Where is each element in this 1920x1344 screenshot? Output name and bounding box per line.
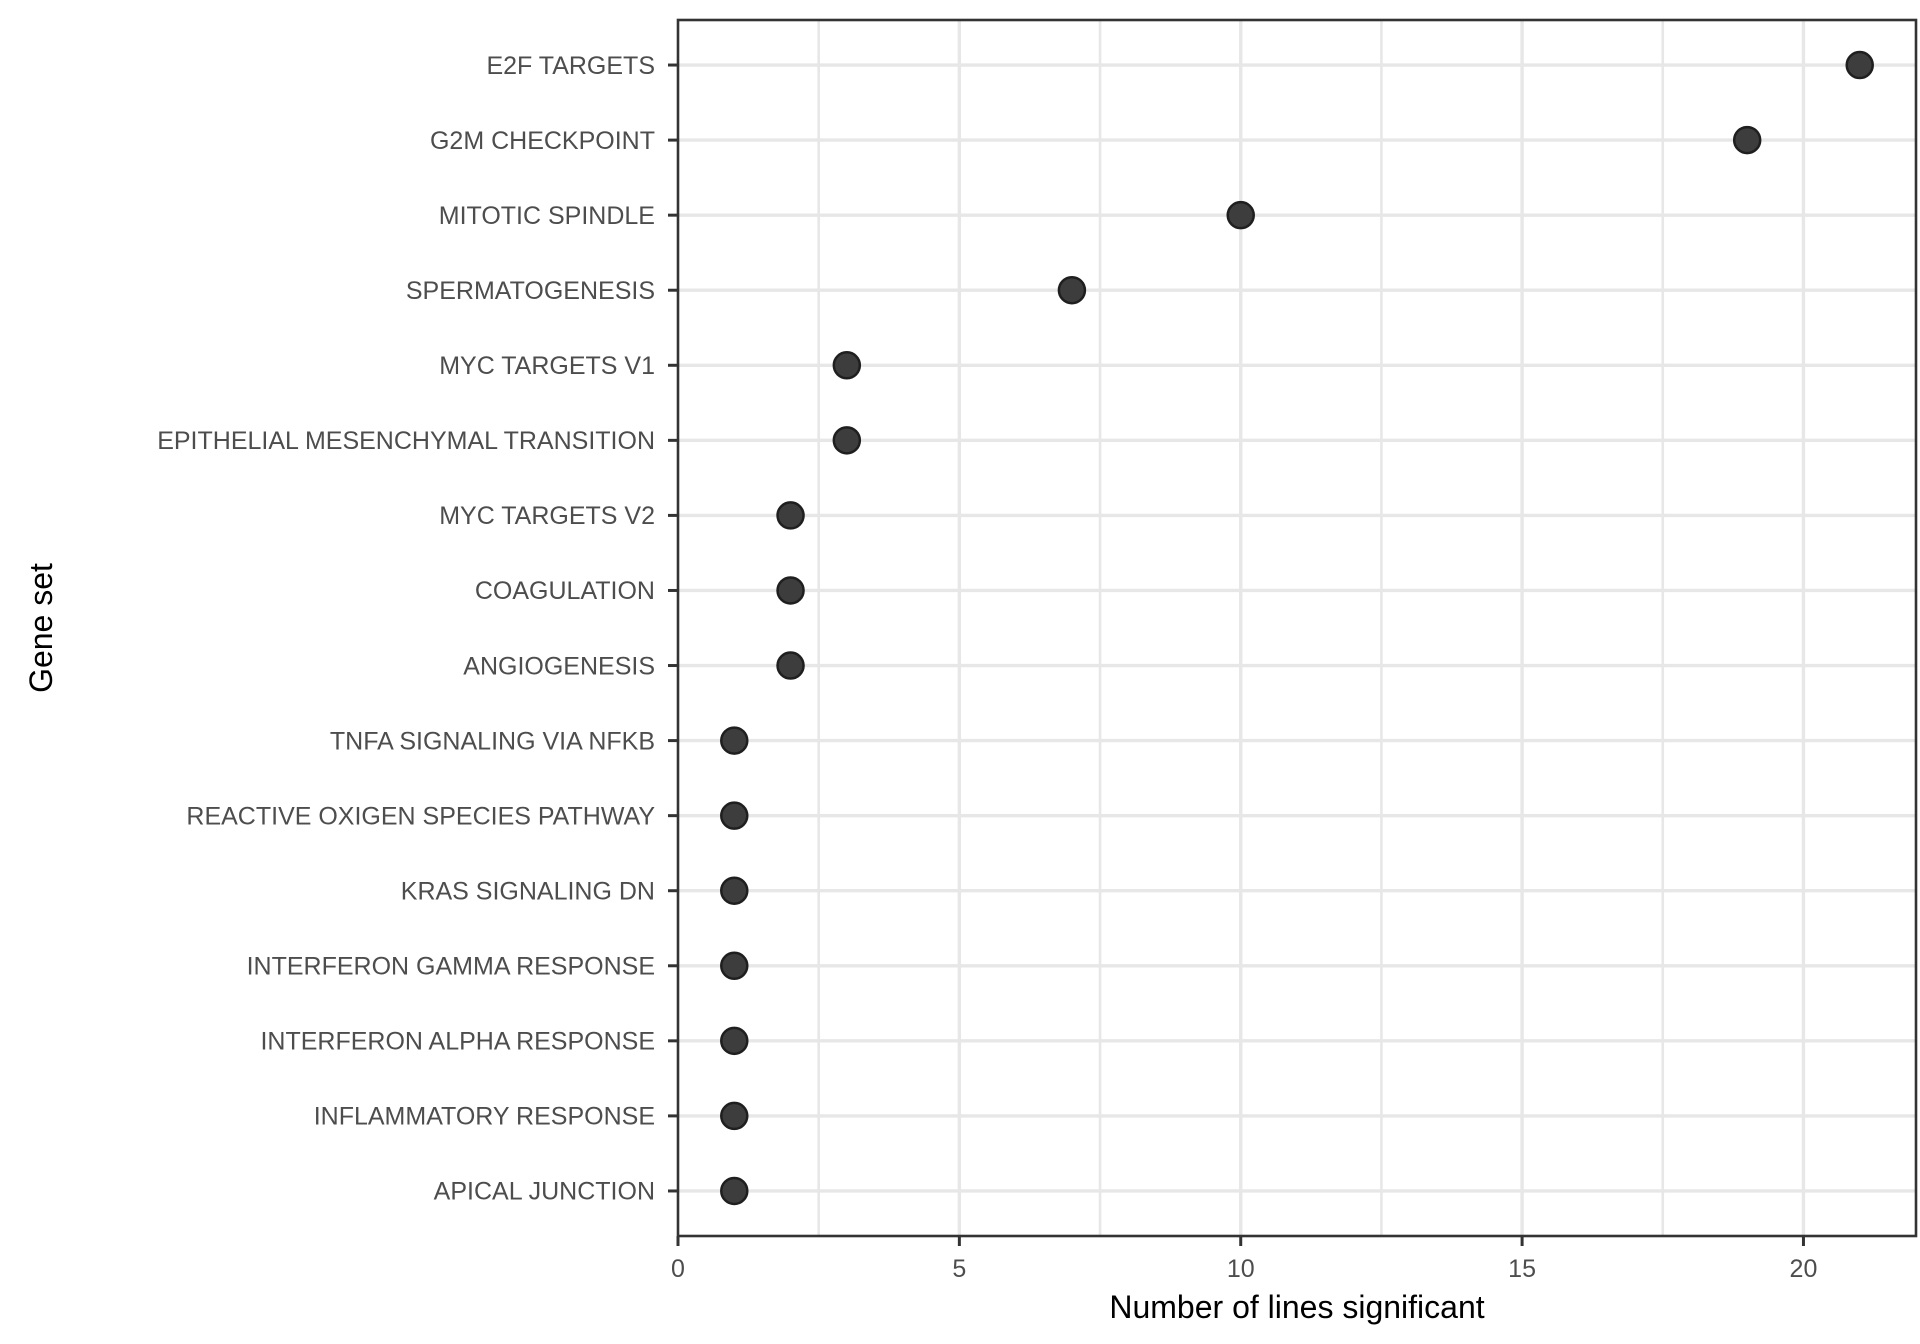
data-point <box>720 801 749 830</box>
gridline-layer <box>678 20 1916 1236</box>
category-label: G2M CHECKPOINT <box>430 127 655 155</box>
data-point <box>720 726 749 755</box>
y-axis-labels: E2F TARGETS G2M CHECKPOINT MITOTIC SPINDLE… <box>157 52 655 1206</box>
category-label: COAGULATION <box>475 577 655 605</box>
category-label: E2F TARGETS <box>486 52 655 80</box>
data-point <box>1845 50 1874 80</box>
x-axis-labels: 0 5 10 15 20 <box>671 1255 1817 1283</box>
category-label: APICAL JUNCTION <box>434 1178 655 1206</box>
data-point <box>720 951 749 981</box>
category-label: INTERFERON GAMMA RESPONSE <box>247 953 655 981</box>
data-point <box>832 426 862 455</box>
data-point <box>1226 200 1255 230</box>
data-point <box>720 876 749 905</box>
data-point <box>776 651 805 680</box>
data-point <box>832 351 862 380</box>
y-axis-title: Gene set <box>23 563 59 693</box>
category-label: ANGIOGENESIS <box>463 652 655 680</box>
data-points-layer <box>720 50 1874 1206</box>
category-label: INTERFERON ALPHA RESPONSE <box>260 1028 655 1056</box>
x-tick-label: 10 <box>1227 1255 1255 1283</box>
category-label: EPITHELIAL MESENCHYMAL TRANSITION <box>157 427 655 455</box>
data-point <box>776 576 805 605</box>
category-label: REACTIVE OXIGEN SPECIES PATHWAY <box>186 802 655 830</box>
axis-tick-layer <box>668 63 1805 1246</box>
data-point <box>720 1101 749 1131</box>
category-label: SPERMATOGENESIS <box>406 277 655 305</box>
x-tick-label: 20 <box>1790 1255 1818 1283</box>
category-label: KRAS SIGNALING DN <box>401 877 655 905</box>
category-label: MITOTIC SPINDLE <box>439 202 655 230</box>
category-label: MYC TARGETS V1 <box>439 352 655 380</box>
data-point <box>720 1176 749 1206</box>
x-axis-title: Number of lines significant <box>1109 1289 1484 1325</box>
data-point <box>1732 125 1762 155</box>
panel-border <box>676 18 1918 1238</box>
data-point <box>776 501 805 530</box>
category-label: TNFA SIGNALING VIA NFKB <box>330 727 655 755</box>
data-point <box>1057 275 1087 305</box>
data-point <box>720 1026 749 1056</box>
x-tick-label: 5 <box>952 1255 966 1283</box>
category-label: MYC TARGETS V2 <box>439 502 655 530</box>
x-tick-label: 0 <box>671 1255 685 1283</box>
x-tick-label: 15 <box>1508 1255 1536 1283</box>
category-label: INFLAMMATORY RESPONSE <box>314 1103 655 1131</box>
